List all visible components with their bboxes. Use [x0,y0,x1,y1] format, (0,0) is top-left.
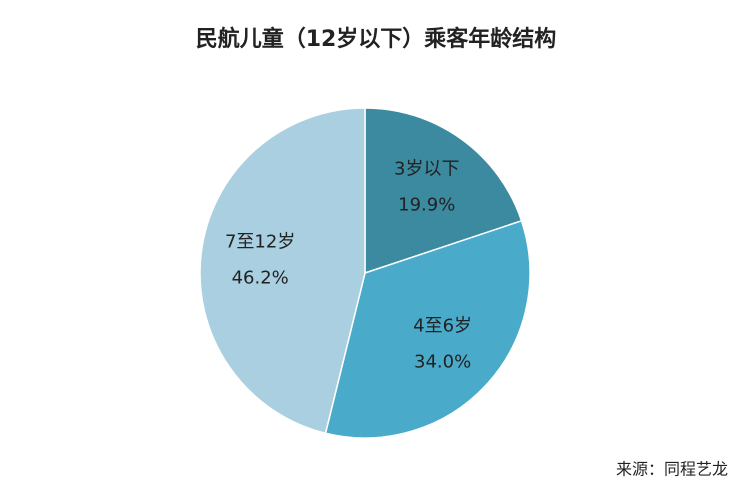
chart-title: 民航儿童（12岁以下）乘客年龄结构 [196,26,557,52]
slice-label: 3岁以下 [394,158,459,179]
slice-label: 4至6岁 [413,316,472,337]
pie-slice [199,107,366,435]
pie-slice [364,107,523,275]
pie-slice [324,219,531,439]
slice-label: 7至12岁 [225,231,295,252]
value-label: 19.9% [398,194,455,215]
value-label: 46.2% [232,267,289,288]
source-note: 来源：同程艺龙 [616,460,728,479]
value-label: 34.0% [414,352,471,373]
